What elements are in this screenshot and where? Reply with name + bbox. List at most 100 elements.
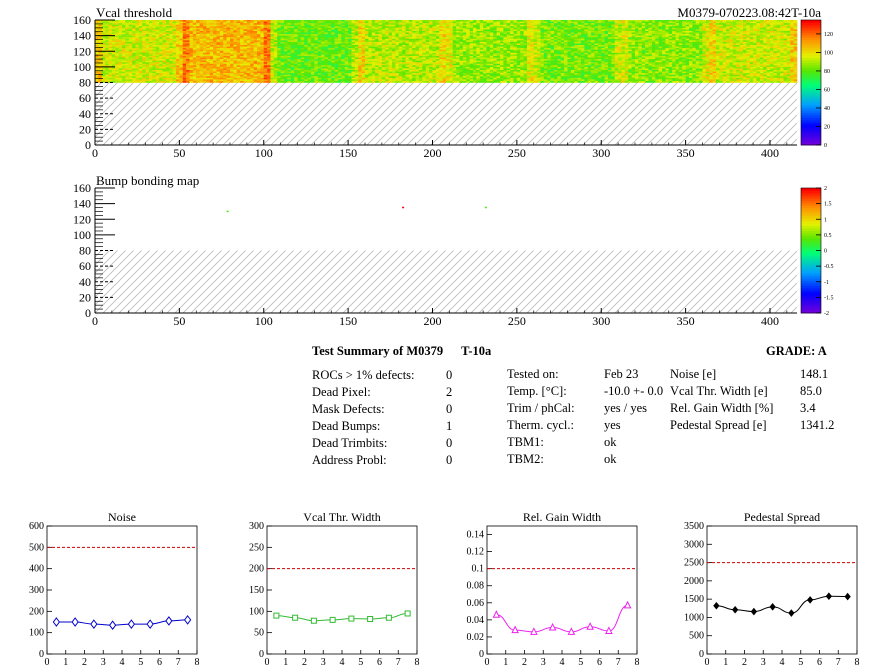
heatmap-cell: [361, 45, 366, 47]
heatmap-cell: [307, 76, 312, 79]
heatmap-cell: [500, 57, 504, 60]
heatmap-cell: [189, 48, 194, 50]
heatmap-cell: [219, 77, 224, 80]
heatmap-cell: [506, 26, 511, 29]
heatmap-cell: [476, 35, 481, 38]
heatmap-cell: [203, 76, 207, 79]
heatmap-cell: [446, 57, 450, 60]
heatmap-cell: [189, 59, 194, 61]
heatmap-cell: [324, 66, 329, 69]
heatmap-cell: [101, 34, 106, 36]
heatmap-cell: [270, 52, 275, 55]
heatmap-cell: [233, 76, 238, 79]
heatmap-cell: [412, 38, 416, 41]
heatmap-cell: [213, 65, 217, 68]
heatmap-cell: [230, 26, 234, 29]
heatmap-cell: [358, 60, 362, 63]
heatmap-cell: [358, 62, 362, 65]
heatmap-cell: [324, 76, 329, 79]
heatmap-cell: [253, 35, 258, 38]
heatmap-cell: [405, 59, 410, 61]
heatmap-cell: [169, 71, 173, 74]
heatmap-cell: [280, 24, 285, 27]
heatmap-cell: [300, 45, 305, 47]
heatmap-cell: [452, 46, 457, 49]
heatmap-cell: [250, 26, 254, 29]
heatmap-cell: [398, 55, 403, 58]
heatmap-cell: [257, 62, 261, 65]
heatmap-cell: [354, 70, 359, 72]
heatmap-cell: [402, 60, 406, 63]
heatmap-cell: [236, 35, 241, 38]
heatmap-cell: [385, 27, 389, 30]
heatmap-cell: [500, 52, 504, 55]
heatmap-cell: [159, 34, 163, 36]
heatmap-cell: [496, 52, 501, 55]
heatmap-cell: [179, 77, 184, 80]
heatmap-cell: [105, 80, 109, 83]
heatmap-cell: [351, 49, 356, 52]
heatmap-cell: [510, 35, 514, 38]
heatmap-cell: [368, 62, 373, 65]
heatmap-cell: [344, 26, 349, 29]
heatmap-cell: [378, 20, 383, 22]
heatmap-cell: [206, 71, 211, 74]
heatmap-cell: [219, 23, 224, 25]
heatmap-cell: [115, 59, 119, 61]
heatmap-cell: [263, 23, 268, 25]
heatmap-cell: [496, 21, 501, 24]
heatmap-cell: [250, 43, 254, 46]
heatmap-cell: [240, 21, 244, 24]
heatmap-cell: [267, 23, 271, 25]
heatmap-cell: [243, 74, 248, 77]
heatmap-cell: [169, 62, 173, 65]
heatmap-cell: [496, 41, 501, 44]
heatmap-cell: [149, 27, 153, 30]
heatmap-cell: [246, 80, 251, 83]
heatmap-cell: [206, 46, 211, 49]
heatmap-cell: [483, 68, 487, 71]
heatmap-cell: [257, 54, 261, 57]
heatmap-cell: [192, 40, 197, 43]
heatmap-cell: [216, 70, 221, 72]
heatmap-cell: [331, 45, 335, 47]
heatmap-cell: [280, 45, 285, 47]
heatmap-cell: [277, 60, 281, 63]
heatmap-cell: [189, 54, 194, 57]
heatmap-cell: [192, 60, 197, 63]
heatmap-cell: [317, 55, 322, 58]
heatmap-cell: [419, 30, 423, 33]
heatmap-cell: [486, 57, 491, 60]
heatmap-cell: [189, 43, 194, 46]
heatmap-cell: [122, 30, 126, 33]
heatmap-cell: [253, 76, 258, 79]
heatmap-cell: [176, 73, 180, 75]
heatmap-cell: [321, 40, 325, 43]
heatmap-cell: [361, 20, 366, 22]
heatmap-cell: [469, 66, 474, 69]
heatmap-cell: [469, 21, 474, 24]
heatmap-cell: [469, 51, 474, 54]
heatmap-cell: [213, 77, 217, 80]
heatmap-cell: [138, 62, 143, 65]
heatmap-cell: [219, 54, 224, 57]
heatmap-cell: [223, 57, 227, 60]
heatmap-cell: [314, 73, 319, 75]
heatmap-cell: [381, 23, 386, 25]
heatmap-cell: [176, 37, 180, 40]
heatmap-cell: [506, 41, 511, 44]
heatmap-cell: [486, 46, 491, 49]
heatmap-cell: [314, 48, 319, 50]
heatmap-cell: [233, 68, 238, 71]
heatmap-cell: [101, 57, 106, 60]
heatmap-cell: [284, 27, 288, 30]
heatmap-cell: [280, 74, 285, 77]
heatmap-cell: [419, 37, 423, 40]
heatmap-cell: [348, 40, 352, 43]
heatmap-cell: [466, 55, 470, 58]
heatmap-cell: [392, 29, 396, 32]
heatmap-cell: [432, 70, 437, 72]
heatmap-cell: [338, 51, 342, 54]
heatmap-cell: [182, 20, 187, 22]
heatmap-cell: [358, 74, 362, 77]
